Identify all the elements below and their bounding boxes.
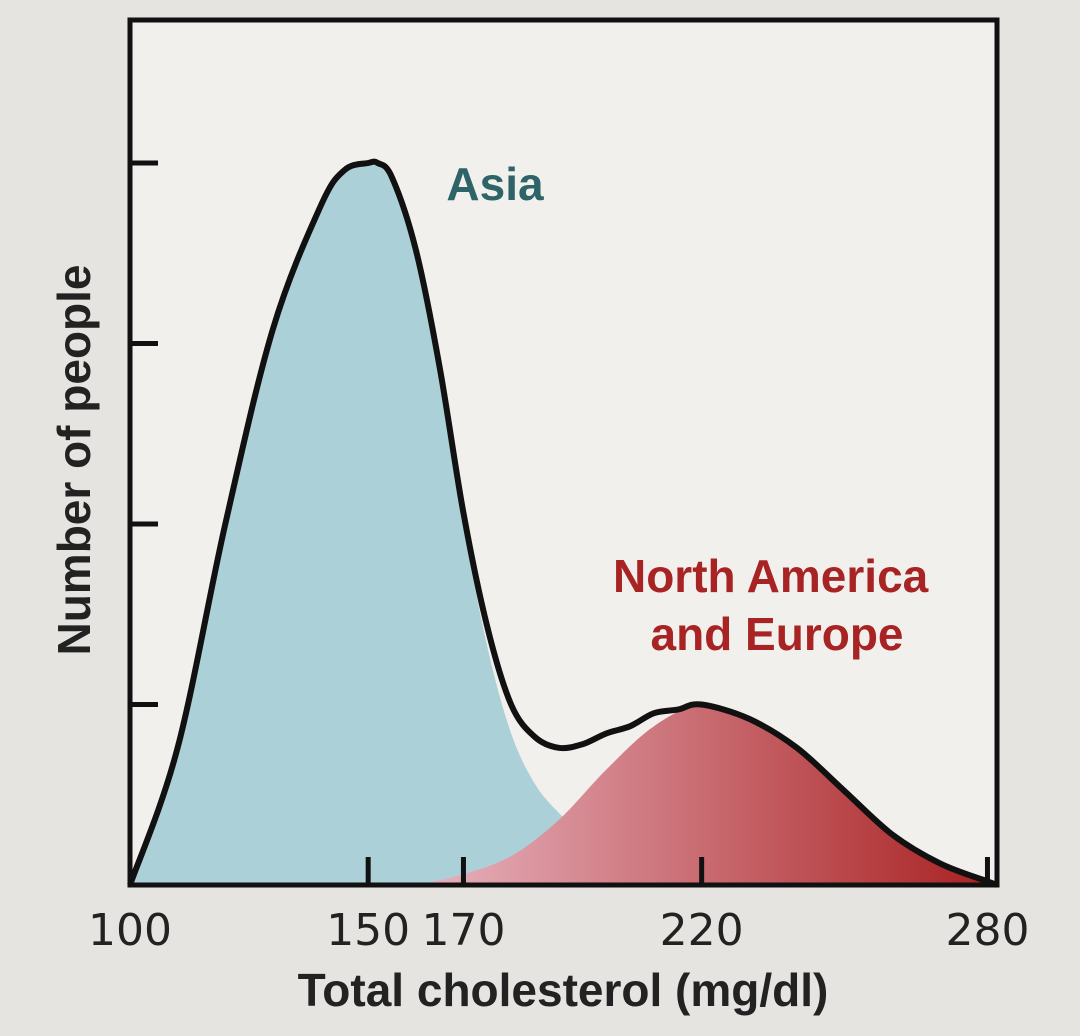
north-america-europe-area <box>415 704 997 885</box>
x-tick-label-150: 150 <box>326 905 410 956</box>
x-tick-label-220: 220 <box>660 905 744 956</box>
series-layer <box>127 158 999 888</box>
x-tick-label-280: 280 <box>945 905 1029 956</box>
plot-frame <box>127 17 1000 888</box>
north-america-europe-label-line-1: North America <box>613 550 929 602</box>
asia-label: Asia <box>446 158 544 210</box>
north-america-europe-label: North America and Europe <box>613 550 941 660</box>
north-america-europe-label-line-2: and Europe <box>650 608 903 660</box>
total-distribution-outline <box>127 158 999 888</box>
y-axis-title: Number of people <box>48 264 100 655</box>
asia-area <box>130 161 702 885</box>
x-axis-title: Total cholesterol (mg/dl) <box>298 964 829 1016</box>
x-tick-label-170: 170 <box>421 905 505 956</box>
ticks-layer: 100 150 170 220 280 <box>88 160 1029 956</box>
x-tick-label-100: 100 <box>88 905 172 956</box>
